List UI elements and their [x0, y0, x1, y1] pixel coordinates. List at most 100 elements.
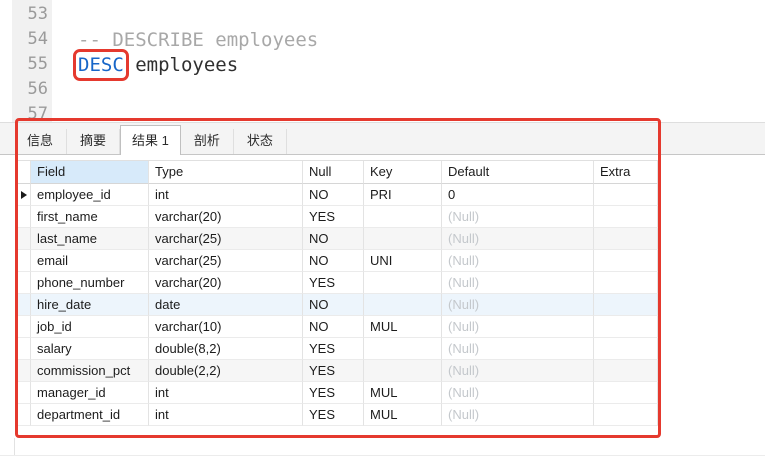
cell-field[interactable]: email — [31, 250, 149, 272]
cell-default[interactable]: (Null) — [442, 206, 594, 228]
cell-null[interactable]: YES — [303, 360, 364, 382]
row-selector-cell[interactable] — [18, 382, 31, 404]
cell-extra[interactable] — [594, 272, 658, 294]
sql-editor[interactable]: 53 54 -- DESCRIBE employees 55 DESC employee… — [0, 0, 765, 122]
cell-key[interactable] — [364, 294, 442, 316]
window-bottom-border — [0, 455, 765, 456]
cell-default[interactable]: (Null) — [442, 338, 594, 360]
cell-type[interactable]: date — [149, 294, 303, 316]
cell-default[interactable]: (Null) — [442, 382, 594, 404]
cell-field[interactable]: hire_date — [31, 294, 149, 316]
cell-extra[interactable] — [594, 404, 658, 426]
cell-type[interactable]: double(8,2) — [149, 338, 303, 360]
cell-type[interactable]: varchar(25) — [149, 250, 303, 272]
cell-null[interactable]: YES — [303, 272, 364, 294]
panel-left-border — [14, 438, 15, 456]
cell-default[interactable]: (Null) — [442, 250, 594, 272]
row-selector-cell[interactable] — [18, 250, 31, 272]
cell-null[interactable]: YES — [303, 382, 364, 404]
cell-key[interactable] — [364, 360, 442, 382]
cell-default[interactable]: (Null) — [442, 272, 594, 294]
cell-field[interactable]: salary — [31, 338, 149, 360]
cell-type[interactable]: double(2,2) — [149, 360, 303, 382]
cell-default[interactable]: (Null) — [442, 360, 594, 382]
cell-null[interactable]: NO — [303, 184, 364, 206]
cell-field[interactable]: last_name — [31, 228, 149, 250]
row-selector-cell[interactable] — [18, 206, 31, 228]
column-header-type[interactable]: Type — [149, 161, 303, 184]
cell-field[interactable]: department_id — [31, 404, 149, 426]
code-segment-plain: employees — [123, 54, 239, 76]
table-row: manager_id int YES MUL (Null) — [18, 382, 658, 404]
cell-field[interactable]: phone_number — [31, 272, 149, 294]
cell-type[interactable]: varchar(10) — [149, 316, 303, 338]
column-header-key[interactable]: Key — [364, 161, 442, 184]
cell-extra[interactable] — [594, 206, 658, 228]
cell-key[interactable] — [364, 228, 442, 250]
cell-type[interactable]: varchar(25) — [149, 228, 303, 250]
cell-null[interactable]: YES — [303, 404, 364, 426]
cell-default[interactable]: (Null) — [442, 294, 594, 316]
cell-type[interactable]: int — [149, 404, 303, 426]
cell-type[interactable]: varchar(20) — [149, 272, 303, 294]
cell-extra[interactable] — [594, 294, 658, 316]
cell-key[interactable] — [364, 338, 442, 360]
cell-type[interactable]: int — [149, 184, 303, 206]
row-selector-cell[interactable] — [18, 272, 31, 294]
row-selector-cell[interactable] — [18, 360, 31, 382]
tab-item-4[interactable]: 状态 — [234, 129, 287, 154]
cell-field[interactable]: first_name — [31, 206, 149, 228]
cell-key[interactable]: MUL — [364, 316, 442, 338]
cell-type[interactable]: int — [149, 382, 303, 404]
code-line[interactable]: 57 — [0, 104, 765, 122]
code-line[interactable]: 53 — [0, 4, 765, 29]
cell-null[interactable]: NO — [303, 250, 364, 272]
cell-key[interactable]: MUL — [364, 404, 442, 426]
cell-null[interactable]: NO — [303, 316, 364, 338]
cell-key[interactable]: MUL — [364, 382, 442, 404]
cell-null[interactable]: NO — [303, 294, 364, 316]
cell-field[interactable]: job_id — [31, 316, 149, 338]
cell-extra[interactable] — [594, 228, 658, 250]
column-header-default[interactable]: Default — [442, 161, 594, 184]
row-selector-cell[interactable] — [18, 316, 31, 338]
cell-extra[interactable] — [594, 360, 658, 382]
cell-key[interactable]: UNI — [364, 250, 442, 272]
row-selector-cell[interactable] — [18, 184, 31, 206]
cell-default[interactable]: (Null) — [442, 228, 594, 250]
cell-default[interactable]: (Null) — [442, 404, 594, 426]
cell-null[interactable]: NO — [303, 228, 364, 250]
cell-extra[interactable] — [594, 382, 658, 404]
cell-extra[interactable] — [594, 316, 658, 338]
code-line[interactable]: 55 DESC employees — [0, 49, 765, 81]
cell-extra[interactable] — [594, 338, 658, 360]
cell-type[interactable]: varchar(20) — [149, 206, 303, 228]
line-number: 55 — [27, 54, 48, 74]
row-selector-cell[interactable] — [18, 338, 31, 360]
cell-extra[interactable] — [594, 250, 658, 272]
tab-item-3[interactable]: 剖析 — [181, 129, 234, 154]
cell-field[interactable]: commission_pct — [31, 360, 149, 382]
cell-default[interactable]: (Null) — [442, 316, 594, 338]
cell-null[interactable]: YES — [303, 206, 364, 228]
cell-field[interactable]: employee_id — [31, 184, 149, 206]
cell-default[interactable]: 0 — [442, 184, 594, 206]
column-header-field[interactable]: Field — [31, 161, 149, 184]
code-line[interactable]: 56 — [0, 79, 765, 104]
row-selector-cell[interactable] — [18, 404, 31, 426]
current-row-marker-icon — [21, 191, 27, 199]
cell-key[interactable]: PRI — [364, 184, 442, 206]
row-selector-cell[interactable] — [18, 294, 31, 316]
row-selector-cell[interactable] — [18, 228, 31, 250]
cell-null[interactable]: YES — [303, 338, 364, 360]
tab-result-1[interactable]: 结果 1 — [120, 125, 181, 155]
cell-field[interactable]: manager_id — [31, 382, 149, 404]
tab-item-1[interactable]: 摘要 — [67, 129, 121, 154]
cell-extra[interactable] — [594, 184, 658, 206]
cell-key[interactable] — [364, 272, 442, 294]
cell-key[interactable] — [364, 206, 442, 228]
code-line[interactable]: 54 -- DESCRIBE employees — [0, 29, 765, 54]
column-header-null[interactable]: Null — [303, 161, 364, 184]
tab-item-0[interactable]: 信息 — [14, 129, 68, 154]
column-header-extra[interactable]: Extra — [594, 161, 658, 184]
